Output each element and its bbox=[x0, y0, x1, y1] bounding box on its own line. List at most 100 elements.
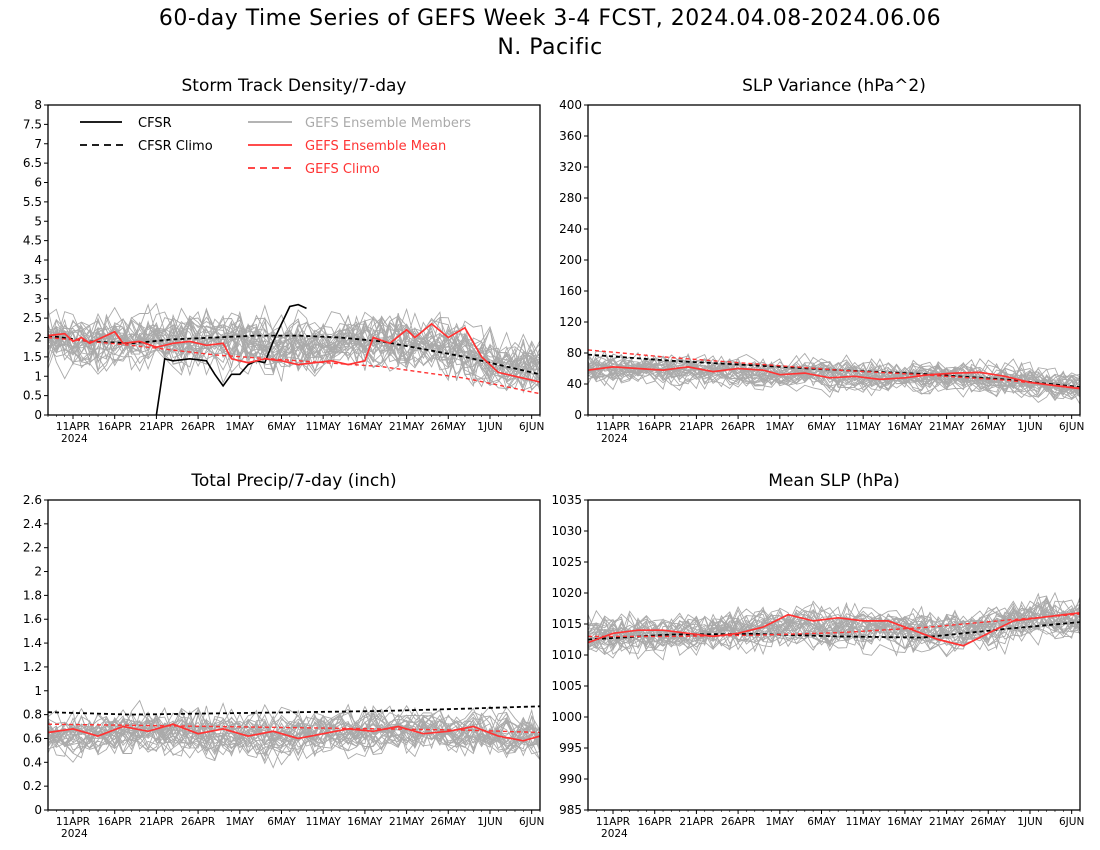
x-tick-label: 11APR bbox=[56, 816, 90, 828]
x-tick-label: 16MAY bbox=[887, 421, 923, 433]
legend: CFSR CFSR Climo GEFS Ensemble Members GEFS … bbox=[80, 116, 471, 177]
y-tick-label: 1005 bbox=[551, 679, 582, 693]
x-tick-label: 11MAY bbox=[306, 816, 342, 828]
x-tick-label: 1MAY bbox=[226, 421, 255, 433]
legend-label: GEFS Ensemble Mean bbox=[305, 139, 446, 154]
x-tick-label: 16APR bbox=[638, 421, 672, 433]
y-tick-label: 0.6 bbox=[23, 731, 42, 745]
y-tick-label: 0.2 bbox=[23, 779, 42, 793]
panel-slp-variance: SLP Variance (hPa^2) 0 40 80 120 160 200 240 280… bbox=[559, 76, 1084, 445]
plot-frame bbox=[47, 499, 541, 811]
ensemble-member-line bbox=[48, 699, 540, 769]
series-line-gefs-ensemble-mean bbox=[588, 366, 1080, 390]
y-tick-label: 40 bbox=[567, 377, 582, 391]
x-tick-label: 11APR bbox=[56, 421, 90, 433]
ensemble-member-line bbox=[48, 312, 540, 383]
y-tick-label: 80 bbox=[567, 346, 582, 360]
ensemble-member-line bbox=[48, 711, 540, 757]
legend-label: CFSR Climo bbox=[138, 139, 213, 154]
legend-item-gefs-climo: GEFS Climo bbox=[248, 162, 380, 177]
y-tick-label: 0 bbox=[34, 408, 42, 422]
y-tick-label: 0.5 bbox=[23, 389, 42, 403]
x-year-label: 2024 bbox=[61, 433, 88, 445]
y-tick-label: 120 bbox=[559, 315, 582, 329]
y-tick-label: 3 bbox=[34, 292, 42, 306]
y-tick-label: 7 bbox=[34, 137, 42, 151]
y-tick-label: 2.5 bbox=[23, 311, 42, 325]
legend-item-mean: GEFS Ensemble Mean bbox=[248, 139, 446, 154]
y-tick-label: 990 bbox=[559, 772, 582, 786]
x-tick-label: 16MAY bbox=[887, 816, 923, 828]
plot-area bbox=[588, 349, 1080, 405]
y-tick-label: 160 bbox=[559, 284, 582, 298]
legend-item-members: GEFS Ensemble Members bbox=[248, 116, 471, 131]
x-tick-label: 6JUN bbox=[1059, 421, 1084, 433]
ensemble-member-line bbox=[588, 603, 1080, 652]
x-tick-label: 11MAY bbox=[846, 816, 882, 828]
y-tick-label: 1010 bbox=[551, 648, 582, 662]
ensemble-member-line bbox=[48, 309, 540, 372]
y-tick-label: 280 bbox=[559, 191, 582, 205]
y-tick-label: 8 bbox=[34, 98, 42, 112]
ensemble-member-line bbox=[588, 591, 1080, 656]
x-tick-label: 11MAY bbox=[306, 421, 342, 433]
ensemble-member-line bbox=[48, 307, 540, 385]
y-tick-label: 995 bbox=[559, 741, 582, 755]
y-tick-label: 1.8 bbox=[23, 588, 42, 602]
ensemble-member-line bbox=[588, 352, 1080, 392]
x-tick-label: 26APR bbox=[181, 421, 215, 433]
y-tick-label: 200 bbox=[559, 253, 582, 267]
x-tick-label: 6MAY bbox=[267, 816, 296, 828]
legend-label: GEFS Climo bbox=[305, 162, 380, 177]
legend-item-cfsr: CFSR bbox=[80, 116, 172, 131]
plot-area bbox=[588, 591, 1080, 661]
x-tick-label: 21APR bbox=[139, 816, 173, 828]
ensemble-member-line bbox=[588, 354, 1080, 400]
x-tick-label: 6JUN bbox=[519, 816, 544, 828]
y-tick-label: 1.2 bbox=[23, 660, 42, 674]
x-tick-label: 1MAY bbox=[766, 421, 795, 433]
figure-title: 60-day Time Series of GEFS Week 3-4 FCST… bbox=[0, 4, 1100, 62]
x-tick-label: 26APR bbox=[181, 816, 215, 828]
y-tick-label: 1.4 bbox=[23, 636, 42, 650]
x-tick-label: 1JUN bbox=[477, 421, 502, 433]
ensemble-member-line bbox=[48, 705, 540, 762]
y-tick-label: 320 bbox=[559, 160, 582, 174]
y-tick-label: 5 bbox=[34, 214, 42, 228]
y-tick-label: 1 bbox=[34, 684, 42, 698]
ensemble-member-line bbox=[588, 600, 1080, 653]
y-tick-label: 0.4 bbox=[23, 755, 42, 769]
x-tick-label: 26MAY bbox=[971, 816, 1007, 828]
series-line-cfsr-climo bbox=[48, 705, 540, 716]
x-tick-label: 26APR bbox=[721, 816, 755, 828]
x-tick-label: 1MAY bbox=[766, 816, 795, 828]
series-line-gefs-ensemble-mean bbox=[48, 723, 540, 742]
ensemble-member-line bbox=[48, 709, 540, 757]
y-tick-label: 5.5 bbox=[23, 195, 42, 209]
panel-total-precip: Total Precip/7-day (inch)00.20.40.60.811… bbox=[23, 471, 544, 840]
plot-area bbox=[48, 302, 540, 415]
panel-title: SLP Variance (hPa^2) bbox=[742, 76, 926, 96]
x-tick-label: 21APR bbox=[679, 816, 713, 828]
ensemble-member-line bbox=[48, 708, 540, 754]
y-tick-label: 6 bbox=[34, 176, 42, 190]
x-tick-label: 1JUN bbox=[1017, 421, 1042, 433]
x-tick-label: 6MAY bbox=[807, 816, 836, 828]
series-line-gefs-ensemble-mean bbox=[48, 322, 540, 383]
y-tick-label: 985 bbox=[559, 803, 582, 817]
x-tick-label: 16MAY bbox=[347, 816, 383, 828]
x-year-label: 2024 bbox=[61, 828, 88, 840]
y-tick-label: 2.6 bbox=[23, 493, 42, 507]
series-line-gefs-climo bbox=[48, 723, 540, 734]
x-tick-label: 6JUN bbox=[519, 421, 544, 433]
ensemble-member-line bbox=[588, 596, 1080, 656]
x-tick-label: 1JUN bbox=[1017, 816, 1042, 828]
x-tick-label: 16APR bbox=[98, 816, 132, 828]
y-tick-label: 360 bbox=[559, 129, 582, 143]
figure-title-line2: N. Pacific bbox=[497, 35, 603, 60]
y-tick-label: 4 bbox=[34, 253, 42, 267]
x-tick-label: 21APR bbox=[679, 421, 713, 433]
plot-frame bbox=[587, 499, 1081, 811]
y-tick-label: 7.5 bbox=[23, 117, 42, 131]
